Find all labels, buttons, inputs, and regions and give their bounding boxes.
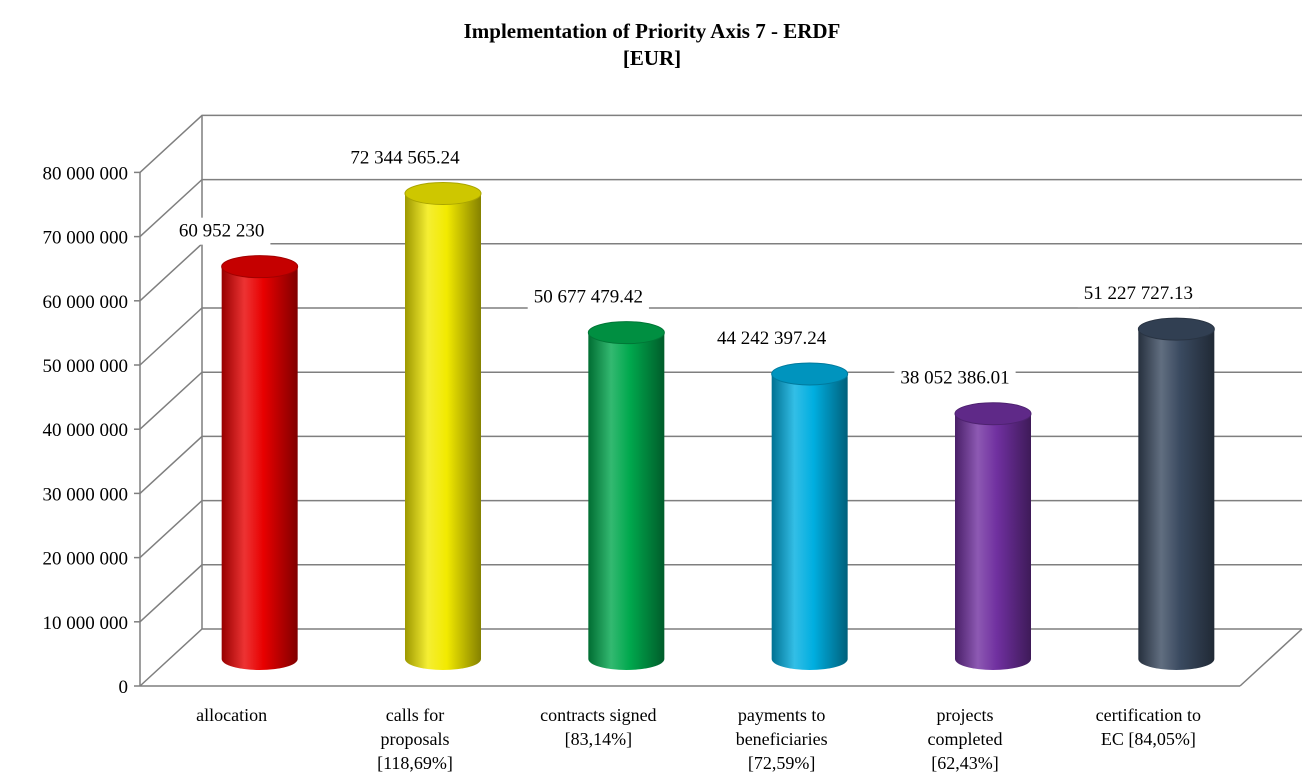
- y-axis-ticks: 0 10 000 000 20 000 000 30 000 000 40 000 00…: [43, 163, 129, 698]
- floor-right-edge: [1239, 628, 1303, 687]
- data-labels: 60 952 230 72 344 565.24 50 677 479.42 44 2…: [172, 144, 1199, 392]
- bar-body: [405, 193, 481, 670]
- data-label-bg: [1077, 280, 1199, 308]
- bar-1: [404, 182, 482, 670]
- data-label-bg: [172, 217, 271, 245]
- grid-layer: [134, 114, 1303, 687]
- gridline: [139, 178, 1302, 238]
- gridline: [139, 628, 1302, 687]
- bar-2: [587, 321, 665, 670]
- y-tick-label: 40 000 000: [43, 420, 129, 441]
- gridline: [139, 114, 1302, 173]
- x-tick-label: beneficiaries: [736, 729, 828, 749]
- data-label-bg: [894, 364, 1016, 392]
- bars: [221, 182, 1215, 670]
- gridline: [139, 371, 1302, 430]
- x-tick-label: contracts signed: [540, 705, 656, 725]
- gridline: [139, 564, 1302, 623]
- gridline: [139, 499, 1302, 559]
- bar-top: [954, 402, 1032, 426]
- gridline: [139, 307, 1302, 366]
- x-axis-ticks: allocation calls for proposals [118,69%] con…: [196, 705, 1201, 773]
- bar-body: [1138, 329, 1215, 670]
- data-label: 44 242 397.24: [717, 328, 827, 349]
- data-label-bg: [527, 283, 649, 311]
- x-tick-label: EC [84,05%]: [1101, 729, 1196, 749]
- x-tick-label: [118,69%]: [377, 753, 453, 773]
- bar-body: [221, 266, 298, 670]
- bar-3: [771, 362, 849, 670]
- x-tick-label: allocation: [196, 705, 267, 725]
- y-tick-label: 10 000 000: [43, 613, 129, 634]
- bar-top: [1137, 317, 1215, 341]
- bar-top: [587, 321, 665, 345]
- data-label-bg: [344, 144, 467, 172]
- y-tick-label: 70 000 000: [43, 228, 129, 249]
- x-tick-label: [83,14%]: [565, 729, 632, 749]
- x-tick-label: calls for: [386, 705, 444, 725]
- gridline: [139, 435, 1302, 494]
- y-tick-label: 60 000 000: [43, 292, 129, 313]
- x-tick-label: payments to: [738, 705, 826, 725]
- data-label: 51 227 727.13: [1084, 283, 1193, 304]
- y-tick-label: 80 000 000: [43, 163, 129, 184]
- bar-5: [1137, 317, 1215, 670]
- bar-body: [771, 373, 848, 670]
- data-label: 50 677 479.42: [534, 287, 643, 308]
- x-tick-label: [72,59%]: [748, 753, 815, 773]
- x-tick-label: [62,43%]: [931, 753, 998, 773]
- data-label: 38 052 386.01: [900, 368, 1009, 389]
- x-tick-label: projects: [937, 705, 994, 725]
- x-tick-label: proposals: [381, 729, 450, 749]
- bar-0: [221, 255, 299, 670]
- y-tick-label: 30 000 000: [43, 484, 129, 505]
- chart-title: Implementation of Priority Axis 7 - ERDF: [463, 19, 841, 43]
- bar-body: [588, 332, 665, 670]
- y-tick-label: 50 000 000: [43, 356, 129, 377]
- bar-4: [954, 402, 1032, 670]
- bar-top: [221, 255, 299, 279]
- data-label-bg: [711, 324, 833, 352]
- bar-top: [404, 182, 482, 206]
- x-tick-label: completed: [928, 729, 1003, 749]
- y-tick-label: 0: [119, 677, 129, 698]
- bar-body: [955, 413, 1031, 670]
- data-label: 60 952 230: [179, 221, 265, 242]
- bar-top: [771, 362, 849, 386]
- x-tick-label: certification to: [1096, 705, 1201, 725]
- chart-subtitle: [EUR]: [622, 46, 682, 70]
- data-label: 72 344 565.24: [350, 148, 460, 169]
- y-tick-label: 20 000 000: [43, 549, 129, 570]
